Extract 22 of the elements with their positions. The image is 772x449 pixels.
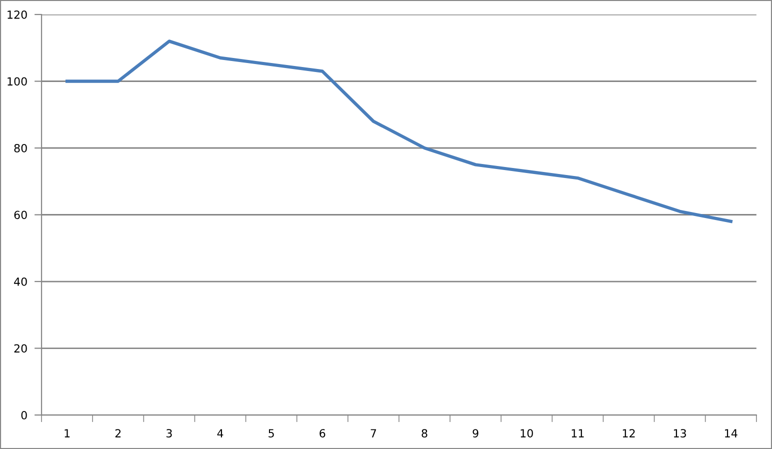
y-tick-label: 100 xyxy=(8,77,27,86)
x-tick-label: 4 xyxy=(217,429,224,438)
x-tick-label: 1 xyxy=(64,429,70,438)
y-tick-label: 60 xyxy=(14,210,27,220)
x-tick-label: 12 xyxy=(622,429,635,438)
line-series xyxy=(65,40,732,224)
x-tick-label: 2 xyxy=(115,429,121,438)
x-tick-label: 11 xyxy=(572,429,584,438)
x-tick-label: 8 xyxy=(422,429,428,438)
x-tick-label: 14 xyxy=(725,429,738,438)
y-tick-label: 0 xyxy=(21,410,27,420)
x-tick-label: 6 xyxy=(320,429,326,438)
x-tick-label: 13 xyxy=(674,429,686,438)
y-tick-label: 20 xyxy=(14,344,27,353)
y-tick-label: 120 xyxy=(8,10,27,19)
x-tick-label: 7 xyxy=(370,429,376,438)
x-tick-label: 3 xyxy=(166,429,172,438)
y-tick-label: 40 xyxy=(14,277,27,286)
x-tick-label: 9 xyxy=(472,429,478,438)
x-tick-label: 5 xyxy=(268,429,274,438)
y-tick-label: 80 xyxy=(14,144,27,152)
x-tick-label: 10 xyxy=(520,429,533,438)
